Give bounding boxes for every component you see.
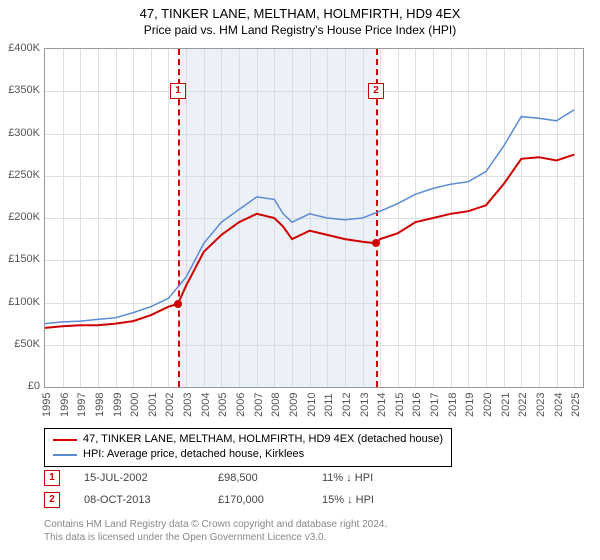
x-tick-label: 2005: [217, 393, 229, 417]
y-tick-label: £150K: [0, 253, 44, 265]
legend: 47, TINKER LANE, MELTHAM, HOLMFIRTH, HD9…: [44, 428, 452, 467]
x-tick-label: 2013: [359, 393, 371, 417]
sale-price: £98,500: [218, 472, 298, 484]
sale-index-box: 2: [44, 492, 60, 508]
x-tick-label: 2019: [464, 393, 476, 417]
series-line: [45, 110, 574, 324]
x-tick-label: 2000: [129, 393, 141, 417]
y-tick-label: £300K: [0, 127, 44, 139]
sale-row: 1 15-JUL-2002 £98,500 11% ↓ HPI: [44, 470, 584, 486]
y-tick-label: £100K: [0, 296, 44, 308]
page-subtitle: Price paid vs. HM Land Registry's House …: [0, 23, 600, 41]
x-tick-label: 2004: [200, 393, 212, 417]
x-tick-label: 2021: [500, 393, 512, 417]
x-tick-label: 2007: [253, 393, 265, 417]
x-tick-label: 2009: [288, 393, 300, 417]
y-tick-label: £400K: [0, 42, 44, 54]
x-tick-label: 2017: [429, 393, 441, 417]
x-tick-label: 2012: [341, 393, 353, 417]
sale-row: 2 08-OCT-2013 £170,000 15% ↓ HPI: [44, 492, 584, 508]
sale-pct-vs-hpi: 11% ↓ HPI: [322, 472, 432, 484]
x-tick-label: 1999: [112, 393, 124, 417]
y-tick-label: £200K: [0, 211, 44, 223]
x-tick-label: 2022: [517, 393, 529, 417]
page-title: 47, TINKER LANE, MELTHAM, HOLMFIRTH, HD9…: [0, 0, 600, 23]
legend-row: 47, TINKER LANE, MELTHAM, HOLMFIRTH, HD9…: [53, 432, 443, 447]
footnote-line: Contains HM Land Registry data © Crown c…: [44, 518, 387, 531]
sale-date: 15-JUL-2002: [84, 472, 194, 484]
x-tick-label: 2015: [394, 393, 406, 417]
y-tick-label: £50K: [0, 338, 44, 350]
x-tick-label: 1995: [41, 393, 53, 417]
sale-index-box: 1: [44, 470, 60, 486]
x-tick-label: 1998: [94, 393, 106, 417]
x-tick-label: 1996: [59, 393, 71, 417]
x-tick-label: 2006: [235, 393, 247, 417]
chart: 1995199619971998199920002001200220032004…: [44, 48, 584, 388]
y-tick-label: £250K: [0, 169, 44, 181]
legend-label: HPI: Average price, detached house, Kirk…: [83, 447, 304, 462]
x-tick-label: 2002: [164, 393, 176, 417]
series-line: [45, 155, 574, 328]
legend-row: HPI: Average price, detached house, Kirk…: [53, 447, 443, 462]
x-tick-label: 2024: [553, 393, 565, 417]
legend-swatch: [53, 439, 77, 441]
footnote: Contains HM Land Registry data © Crown c…: [44, 518, 387, 544]
x-tick-label: 2008: [270, 393, 282, 417]
x-tick-label: 2020: [482, 393, 494, 417]
x-tick-label: 2010: [306, 393, 318, 417]
x-tick-label: 2023: [535, 393, 547, 417]
sale-price: £170,000: [218, 494, 298, 506]
legend-label: 47, TINKER LANE, MELTHAM, HOLMFIRTH, HD9…: [83, 432, 443, 447]
x-tick-label: 2011: [323, 393, 335, 417]
sale-date: 08-OCT-2013: [84, 494, 194, 506]
y-tick-label: £0: [0, 380, 44, 392]
sale-pct-vs-hpi: 15% ↓ HPI: [322, 494, 432, 506]
x-tick-label: 2001: [147, 393, 159, 417]
x-tick-label: 2018: [447, 393, 459, 417]
legend-swatch: [53, 454, 77, 456]
footnote-line: This data is licensed under the Open Gov…: [44, 531, 387, 544]
x-tick-label: 2025: [570, 393, 582, 417]
x-tick-label: 1997: [76, 393, 88, 417]
x-tick-label: 2014: [376, 393, 388, 417]
y-tick-label: £350K: [0, 84, 44, 96]
sales-table: 1 15-JUL-2002 £98,500 11% ↓ HPI 2 08-OCT-2013…: [44, 470, 584, 514]
x-tick-label: 2016: [411, 393, 423, 417]
x-tick-label: 2003: [182, 393, 194, 417]
